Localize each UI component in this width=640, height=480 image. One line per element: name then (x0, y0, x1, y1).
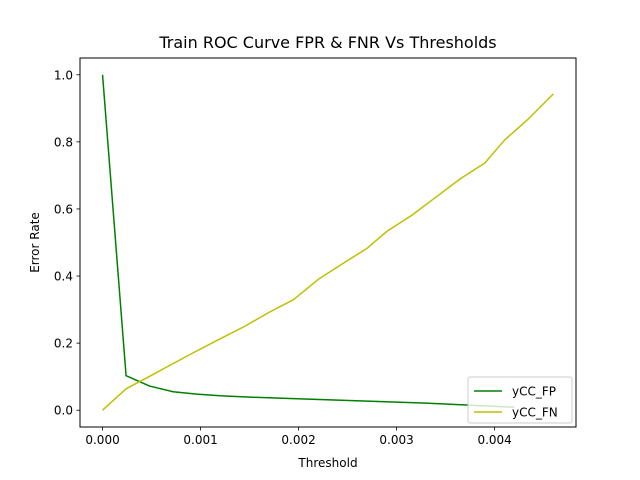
x-tick-label: 0.003 (379, 433, 413, 447)
y-tick-label: 0.8 (54, 135, 73, 149)
x-tick-label: 0.001 (183, 433, 217, 447)
x-tick-label: 0.002 (281, 433, 315, 447)
x-axis-title: Threshold (297, 456, 357, 470)
y-axis-title: Error Rate (28, 212, 42, 273)
series-line-yCC_FP (101, 74, 515, 408)
y-tick-label: 0.0 (54, 404, 73, 418)
chart-title: Train ROC Curve FPR & FNR Vs Thresholds (158, 33, 496, 52)
y-tick-label: 0.2 (54, 337, 73, 351)
legend-label-yCC_FN: yCC_FN (512, 406, 558, 420)
legend-label-yCC_FP: yCC_FP (512, 385, 556, 399)
legend: yCC_FP yCC_FN (467, 376, 573, 424)
y-tick-label: 0.4 (54, 270, 73, 284)
x-tick-label: 0.004 (477, 433, 511, 447)
y-tick-label: 0.6 (54, 202, 73, 216)
series-line-yCC_FN (102, 93, 554, 411)
x-tick-label: 0.000 (85, 433, 119, 447)
y-tick-label: 1.0 (54, 68, 73, 82)
plot-frame (79, 57, 577, 428)
